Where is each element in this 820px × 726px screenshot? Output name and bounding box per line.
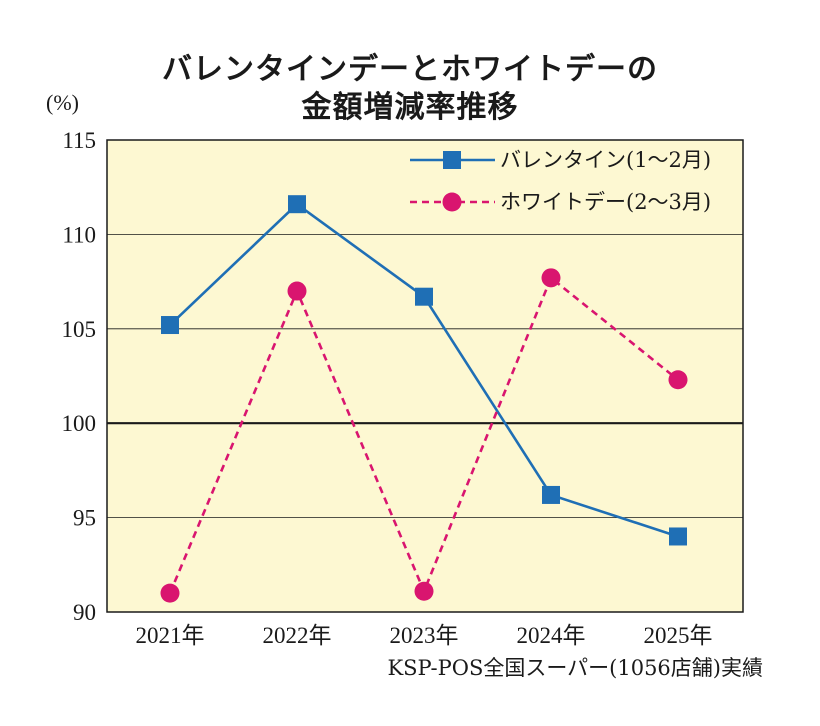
x-tick-label: 2024年 <box>517 623 586 648</box>
series-layer <box>160 195 688 603</box>
data-point-circle <box>668 370 688 390</box>
data-point-square <box>542 485 560 504</box>
plot-area <box>106 139 744 613</box>
x-tick-label: 2022年 <box>263 623 332 648</box>
y-tick-label: 105 <box>62 317 97 342</box>
data-point-circle <box>541 268 561 288</box>
grid-lines <box>107 233 743 518</box>
legend-label-1: バレンタイン(1〜2月) <box>500 148 711 172</box>
chart-title-line1: バレンタインデーとホワイトデーの <box>162 52 658 87</box>
y-axis-ticks: 90 95 100 105 110 115 <box>62 128 97 625</box>
legend: バレンタイン(1〜2月) ホワイトデー(2〜3月) <box>410 148 711 214</box>
y-tick-label: 100 <box>62 411 97 436</box>
x-tick-label: 2025年 <box>644 623 713 648</box>
source-note: KSP-POS全国スーパー(1056店舗)実績 <box>387 656 763 680</box>
y-axis-unit: (%) <box>46 90 79 115</box>
legend-marker-circle <box>442 192 462 212</box>
chart-title-line2: 金額増減率推移 <box>301 90 519 125</box>
legend-marker-square <box>443 151 461 169</box>
data-point-square <box>669 527 687 546</box>
data-point-square <box>288 195 306 214</box>
x-tick-label: 2023年 <box>390 623 459 648</box>
data-point-circle <box>414 581 434 601</box>
data-point-square <box>415 287 433 306</box>
x-tick-label: 2021年 <box>136 623 205 648</box>
y-tick-label: 115 <box>62 128 96 153</box>
y-tick-label: 95 <box>73 506 96 531</box>
y-tick-label: 110 <box>62 222 96 247</box>
y-tick-label: 90 <box>73 600 96 625</box>
x-axis-ticks: 2021年 2022年 2023年 2024年 2025年 <box>136 623 713 648</box>
data-point-square <box>161 316 179 335</box>
data-point-circle <box>160 583 180 603</box>
legend-label-2: ホワイトデー(2〜3月) <box>500 190 711 214</box>
data-point-circle <box>287 281 307 301</box>
